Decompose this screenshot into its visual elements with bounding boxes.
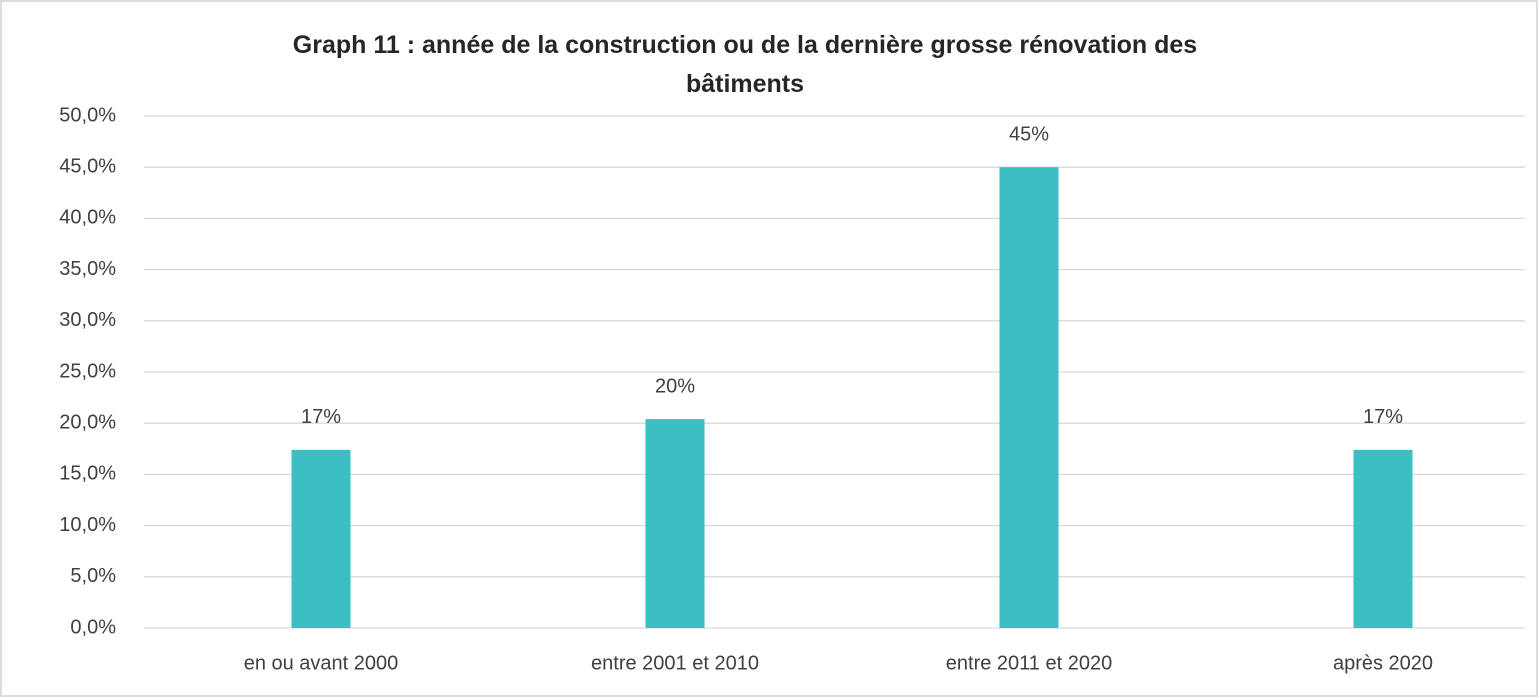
x-tick-label: entre 2011 et 2020 (946, 652, 1112, 674)
bar (291, 449, 351, 628)
bar (1353, 449, 1413, 628)
data-label: 45% (1009, 123, 1049, 145)
x-tick-label: en ou avant 2000 (244, 652, 399, 674)
y-tick-label: 50,0% (59, 104, 116, 126)
y-tick-label: 10,0% (59, 514, 116, 536)
data-label: 17% (1363, 406, 1403, 428)
bar (999, 167, 1059, 628)
y-tick-label: 25,0% (59, 360, 116, 382)
y-tick-label: 20,0% (59, 411, 116, 433)
y-tick-label: 35,0% (59, 258, 116, 280)
chart-title: Graph 11 : année de la construction ou d… (292, 31, 1198, 98)
y-tick-label: 45,0% (59, 155, 116, 177)
y-tick-label: 40,0% (59, 207, 116, 229)
y-tick-label: 30,0% (59, 309, 116, 331)
x-tick-label: après 2020 (1333, 652, 1433, 674)
bar (645, 419, 705, 628)
y-tick-label: 15,0% (59, 463, 116, 485)
data-label: 20% (655, 375, 695, 397)
data-label: 17% (301, 406, 341, 428)
y-tick-label: 0,0% (70, 616, 116, 638)
y-tick-label: 5,0% (70, 565, 116, 587)
x-tick-label: entre 2001 et 2010 (591, 652, 759, 674)
